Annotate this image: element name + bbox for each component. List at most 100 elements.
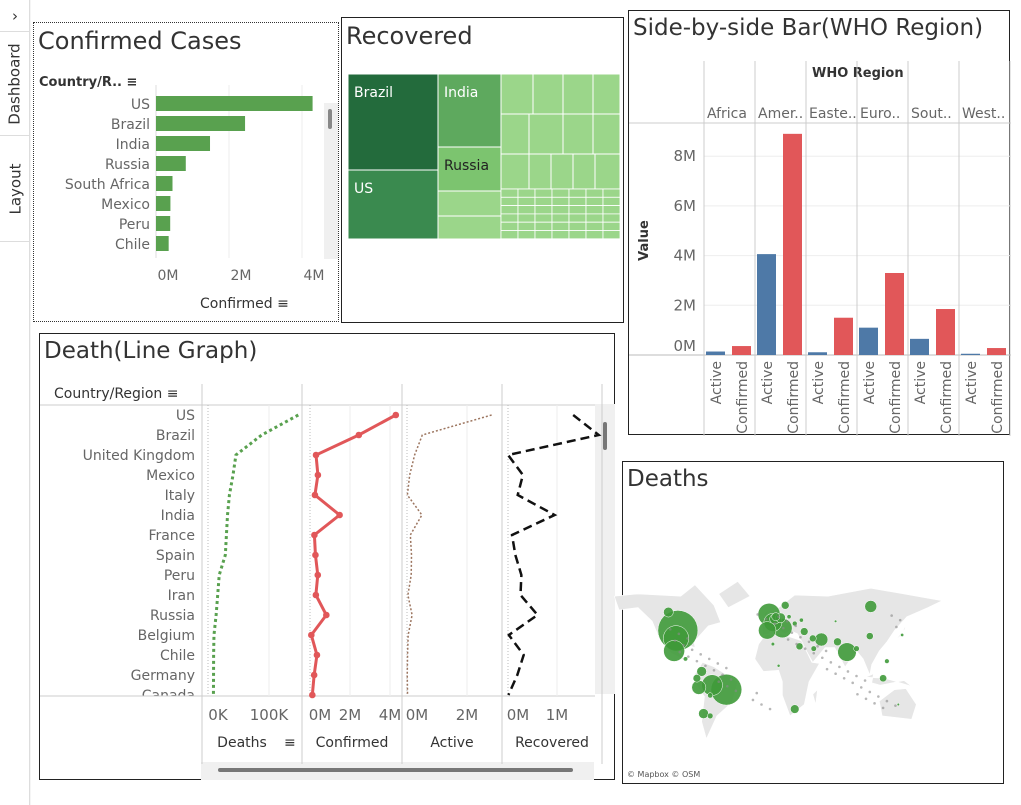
bar-active — [961, 353, 980, 355]
map-point-japan — [900, 633, 904, 637]
bar-russia — [156, 156, 186, 171]
treemap-cell — [602, 188, 621, 198]
data-point — [314, 571, 322, 579]
y-tick-label: 8M — [674, 147, 697, 165]
row-header[interactable]: Country/R.. ≡ — [39, 75, 138, 90]
bar-confirmed — [885, 272, 904, 355]
treemap-cell — [551, 221, 570, 231]
map-point-colombia — [696, 666, 707, 677]
x-tick-label: 100K — [250, 706, 290, 724]
treemap-cell — [551, 205, 570, 215]
vertical-scrollbar[interactable] — [595, 404, 615, 694]
map-point-ecuador — [692, 674, 702, 683]
data-point — [314, 471, 322, 479]
map-point-spain — [758, 621, 777, 640]
treemap-cell — [500, 205, 519, 215]
map-point-small — [881, 706, 885, 710]
map-point-small — [868, 690, 872, 694]
treemap-cell — [568, 213, 587, 223]
map-point-small — [782, 626, 785, 630]
row-header[interactable]: Country/Region ≡ — [54, 386, 179, 402]
deaths-map-panel[interactable]: Deaths © Mapbox © OSM — [613, 461, 1005, 785]
row-label: Chile — [160, 648, 195, 664]
map-point-small — [863, 679, 867, 682]
measure-label: Active — [964, 361, 980, 404]
map-point-peru — [691, 680, 707, 695]
map-point-small — [669, 627, 672, 631]
line-recovered — [505, 414, 602, 696]
data-point — [323, 611, 330, 619]
line-deaths — [211, 413, 299, 696]
treemap-cell — [534, 188, 553, 198]
map-point-small — [790, 631, 794, 634]
sort-icon[interactable]: ≡ — [166, 386, 179, 402]
treemap-cell — [500, 153, 530, 190]
map-point-canada — [663, 607, 674, 618]
region-label: Euro.. — [860, 106, 900, 122]
map-point-small — [846, 670, 850, 673]
treemap-cell — [534, 213, 553, 223]
confirmed-cases-panel[interactable]: Confirmed Cases Country/R.. ≡ 0M 2M 4M US Br… — [33, 22, 339, 322]
pane-title-confirmed: Confirmed — [316, 735, 389, 751]
measure-label: Active — [862, 361, 878, 404]
death-line-panel[interactable]: Death(Line Graph) Country/Region ≡ US Bra… — [39, 333, 615, 780]
line-confirmed — [309, 413, 397, 696]
region-label: West.. — [962, 106, 1005, 122]
side-by-side-panel[interactable]: Side-by-side Bar(WHO Region) WHO Region … — [628, 10, 1011, 436]
row-label: Mexico — [146, 468, 195, 484]
tab-layout[interactable]: Layout — [0, 136, 30, 242]
x-tick-label: 4M — [304, 268, 325, 284]
map-point-small — [898, 618, 902, 622]
treemap-cell — [568, 205, 587, 215]
x-axis-title[interactable]: Confirmed ≡ — [200, 296, 289, 312]
treemap-label: Brazil — [354, 85, 393, 101]
map-point-chile — [698, 708, 709, 719]
y-tick-label: 4M — [674, 247, 697, 265]
treemap-cell — [500, 221, 519, 231]
recovered-panel[interactable]: Recovered Brazil US India Russia — [341, 17, 624, 323]
death-line-chart: US Brazil United Kingdom Mexico Italy India Fr… — [40, 384, 603, 764]
treemap-cell — [517, 188, 536, 198]
data-point — [311, 491, 319, 499]
treemap-cell — [528, 113, 564, 155]
x-tick-label: 1M — [546, 706, 569, 724]
treemap-label: US — [354, 181, 373, 197]
map-point-small — [755, 691, 759, 695]
region-label: Africa — [707, 106, 747, 122]
treemap-cell — [551, 213, 570, 223]
map-point-small — [824, 649, 828, 653]
treemap-cell — [517, 196, 536, 207]
data-point — [312, 451, 320, 459]
land-shape — [718, 580, 751, 608]
confirmed-bar-chart: 0M 2M 4M US Brazil India Russia South Africa Mex… — [65, 85, 325, 284]
expand-sidebar-button[interactable]: › — [0, 0, 30, 32]
map-point-small — [673, 639, 677, 642]
map-point-saudi-arabia — [810, 645, 817, 652]
map-point-small — [704, 664, 707, 668]
map-point-small — [873, 702, 876, 705]
deaths-map[interactable] — [613, 462, 1005, 785]
row-label: Belgium — [138, 628, 195, 644]
scrollbar[interactable] — [324, 103, 338, 259]
side-by-side-chart: 0M 2M 4M 6M 8M Africa Active Confirmed Amer.. Act… — [629, 61, 1011, 436]
map-point-small — [864, 697, 868, 701]
bar-chile — [156, 236, 169, 251]
map-point-small — [677, 632, 681, 636]
map-point-small — [838, 665, 841, 669]
tab-dashboard[interactable]: Dashboard — [0, 32, 30, 136]
map-point-small — [695, 659, 699, 663]
treemap-cell — [551, 230, 570, 240]
x-tick-label: 4M — [379, 706, 402, 724]
treemap-cell-brazil — [347, 73, 439, 171]
bar-peru — [156, 216, 171, 231]
row-label: US — [131, 97, 150, 113]
sort-icon[interactable]: ≡ — [277, 296, 289, 312]
horizontal-scrollbar[interactable] — [201, 762, 594, 780]
y-tick-label: 0M — [674, 337, 697, 355]
bar-confirmed — [834, 317, 853, 355]
map-point-small — [751, 698, 755, 702]
sort-icon[interactable]: ≡ — [126, 75, 138, 90]
x-tick-label: 0M — [406, 706, 429, 724]
bar-india — [156, 136, 211, 151]
map-point-small — [812, 651, 816, 655]
